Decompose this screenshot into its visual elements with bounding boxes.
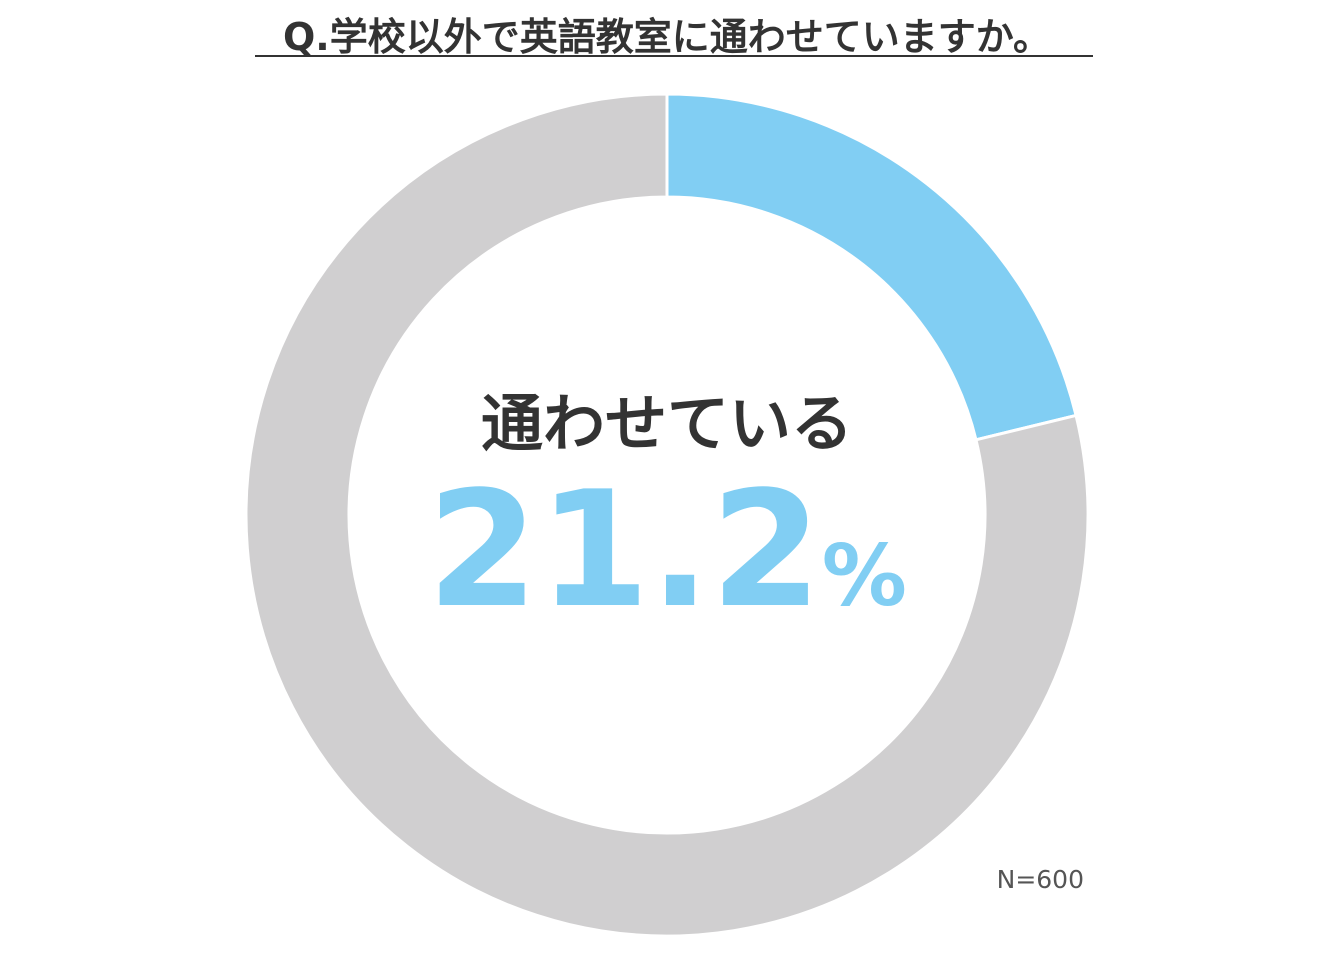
- center-category-label: 通わせている: [481, 387, 853, 460]
- center-value-label: 21.2%: [427, 456, 907, 643]
- donut: [244, 92, 1090, 938]
- sample-size-note: N=600: [997, 865, 1084, 894]
- donut-slice: [244, 92, 1090, 938]
- chart-title: Q.学校以外で英語教室に通わせていますか。: [283, 15, 1051, 59]
